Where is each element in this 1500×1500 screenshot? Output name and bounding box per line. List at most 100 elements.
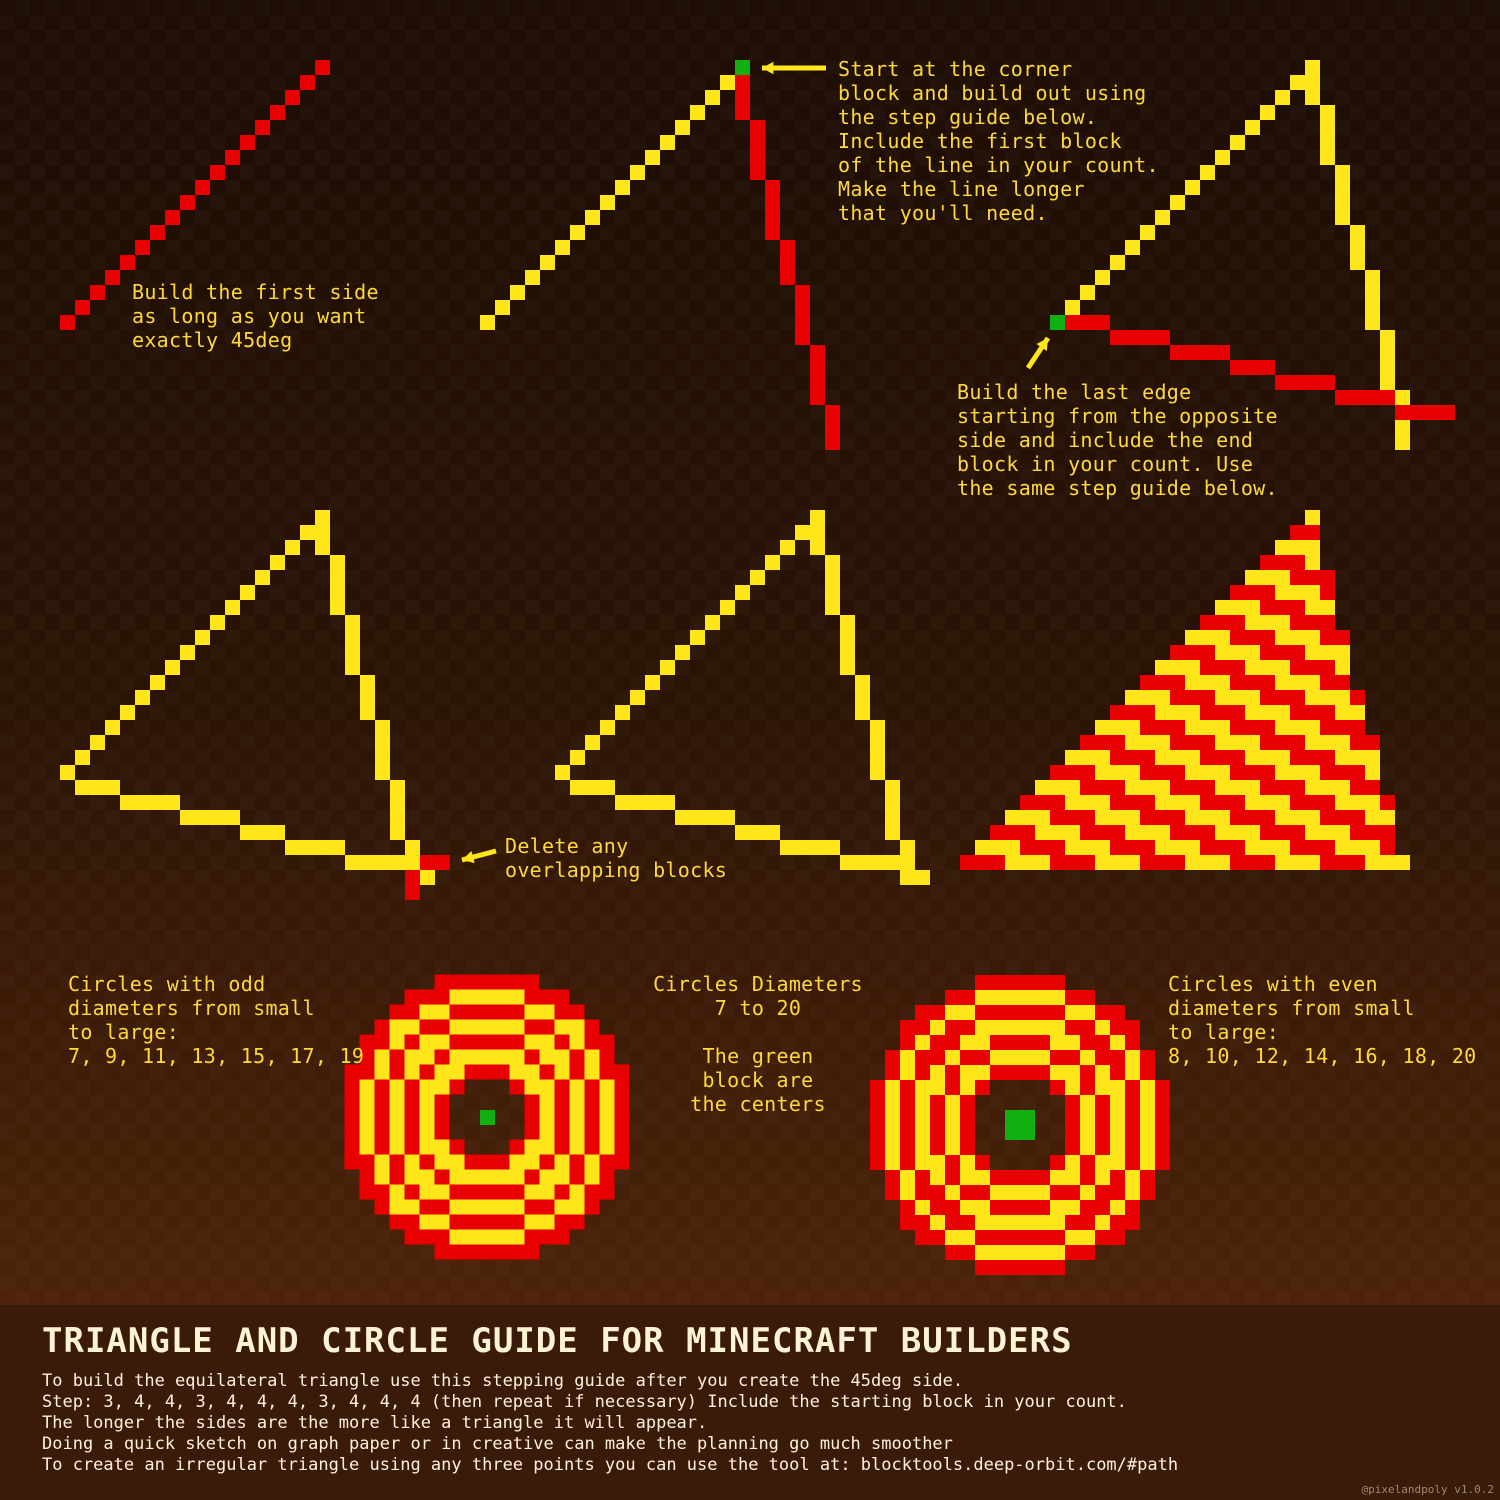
circle-block xyxy=(374,1199,390,1215)
circle-block xyxy=(1065,1035,1080,1050)
steep-side-block xyxy=(855,675,870,690)
circle-block xyxy=(479,974,495,990)
circle-block xyxy=(960,1140,975,1155)
circle-block xyxy=(1065,1140,1080,1155)
fill-block xyxy=(1125,705,1140,720)
fill-block xyxy=(1005,855,1020,870)
fill-block xyxy=(1365,810,1380,825)
circle-block xyxy=(419,1019,435,1035)
first-side-block xyxy=(225,150,240,165)
fill-block xyxy=(1230,750,1245,765)
circle-block xyxy=(524,989,540,1005)
fill-block xyxy=(1275,690,1290,705)
circle-block xyxy=(494,1034,510,1050)
circle-block xyxy=(434,1139,450,1155)
circle-block xyxy=(1110,1200,1125,1215)
fill-block xyxy=(1260,735,1275,750)
fill-block xyxy=(1320,810,1335,825)
circle-block xyxy=(554,989,570,1005)
fill-block xyxy=(1245,615,1260,630)
fill-block xyxy=(1305,510,1320,525)
last-edge-block xyxy=(1440,405,1455,420)
steep-side-block xyxy=(1335,210,1350,225)
fill-block xyxy=(1275,615,1290,630)
circle-block xyxy=(494,1064,510,1080)
circle-block xyxy=(419,1034,435,1050)
circle-block xyxy=(1140,1095,1155,1110)
side-block xyxy=(795,525,810,540)
bottom-edge-block xyxy=(780,840,795,855)
steep-side-block xyxy=(330,585,345,600)
fill-block xyxy=(1365,795,1380,810)
fill-block xyxy=(1305,840,1320,855)
fill-block xyxy=(1230,600,1245,615)
circle-block xyxy=(404,989,420,1005)
fill-block xyxy=(1305,825,1320,840)
fill-block xyxy=(1290,810,1305,825)
circle-block xyxy=(599,1169,615,1185)
circle-block xyxy=(419,1154,435,1170)
circle-block xyxy=(434,1109,450,1125)
circle-block xyxy=(419,1124,435,1140)
circle-block xyxy=(554,1109,570,1125)
fill-block xyxy=(1185,690,1200,705)
circle-block xyxy=(359,1184,375,1200)
fill-block xyxy=(1110,705,1125,720)
fill-block xyxy=(1335,630,1350,645)
circle-block xyxy=(539,1124,555,1140)
fill-block xyxy=(1245,765,1260,780)
side-block xyxy=(615,180,630,195)
fill-block xyxy=(1050,780,1065,795)
fill-block xyxy=(1380,855,1395,870)
fill-block xyxy=(1275,765,1290,780)
fill-block xyxy=(1245,735,1260,750)
fill-block xyxy=(1365,825,1380,840)
fill-block xyxy=(1290,690,1305,705)
fill-block xyxy=(990,855,1005,870)
circle-block xyxy=(1110,1230,1125,1245)
circle-block xyxy=(930,1125,945,1140)
circle-block xyxy=(1020,1020,1035,1035)
circle-block xyxy=(930,1035,945,1050)
fill-block xyxy=(1320,825,1335,840)
circle-block xyxy=(464,1184,480,1200)
circle-block xyxy=(1140,1080,1155,1095)
circle-block xyxy=(449,1244,465,1260)
side-block xyxy=(150,675,165,690)
circle-block xyxy=(900,1020,915,1035)
circle-block xyxy=(434,1004,450,1020)
fill-block xyxy=(1155,780,1170,795)
circle-block xyxy=(1080,1080,1095,1095)
diameters-annotation: Circles Diameters 7 to 20 The green bloc… xyxy=(653,972,863,1116)
steep-side-block xyxy=(840,660,855,675)
circle-block xyxy=(404,1019,420,1035)
circle-block xyxy=(449,1154,465,1170)
circle-block xyxy=(524,1199,540,1215)
steep-side-block xyxy=(375,750,390,765)
fill-block xyxy=(1245,855,1260,870)
circle-block xyxy=(404,1079,420,1095)
fill-block xyxy=(1260,675,1275,690)
fill-block xyxy=(1275,555,1290,570)
steep-side-block xyxy=(795,285,810,300)
fill-block xyxy=(1215,615,1230,630)
side-block xyxy=(1125,240,1140,255)
circle-block xyxy=(1065,990,1080,1005)
circle-block xyxy=(569,1064,585,1080)
first-side-block xyxy=(105,270,120,285)
fill-block xyxy=(1260,615,1275,630)
circle-block xyxy=(539,1169,555,1185)
circle-block xyxy=(599,1079,615,1095)
fill-block xyxy=(1080,735,1095,750)
steep-side-block xyxy=(765,225,780,240)
circle-block xyxy=(1095,1080,1110,1095)
circle-block xyxy=(915,1065,930,1080)
fill-block xyxy=(1080,825,1095,840)
circle-block xyxy=(569,1019,585,1035)
steep-side-block xyxy=(810,510,825,525)
first-side-block xyxy=(165,210,180,225)
fill-block xyxy=(1125,750,1140,765)
circle-block xyxy=(945,1065,960,1080)
steep-side-block xyxy=(1365,270,1380,285)
fill-block xyxy=(1185,720,1200,735)
